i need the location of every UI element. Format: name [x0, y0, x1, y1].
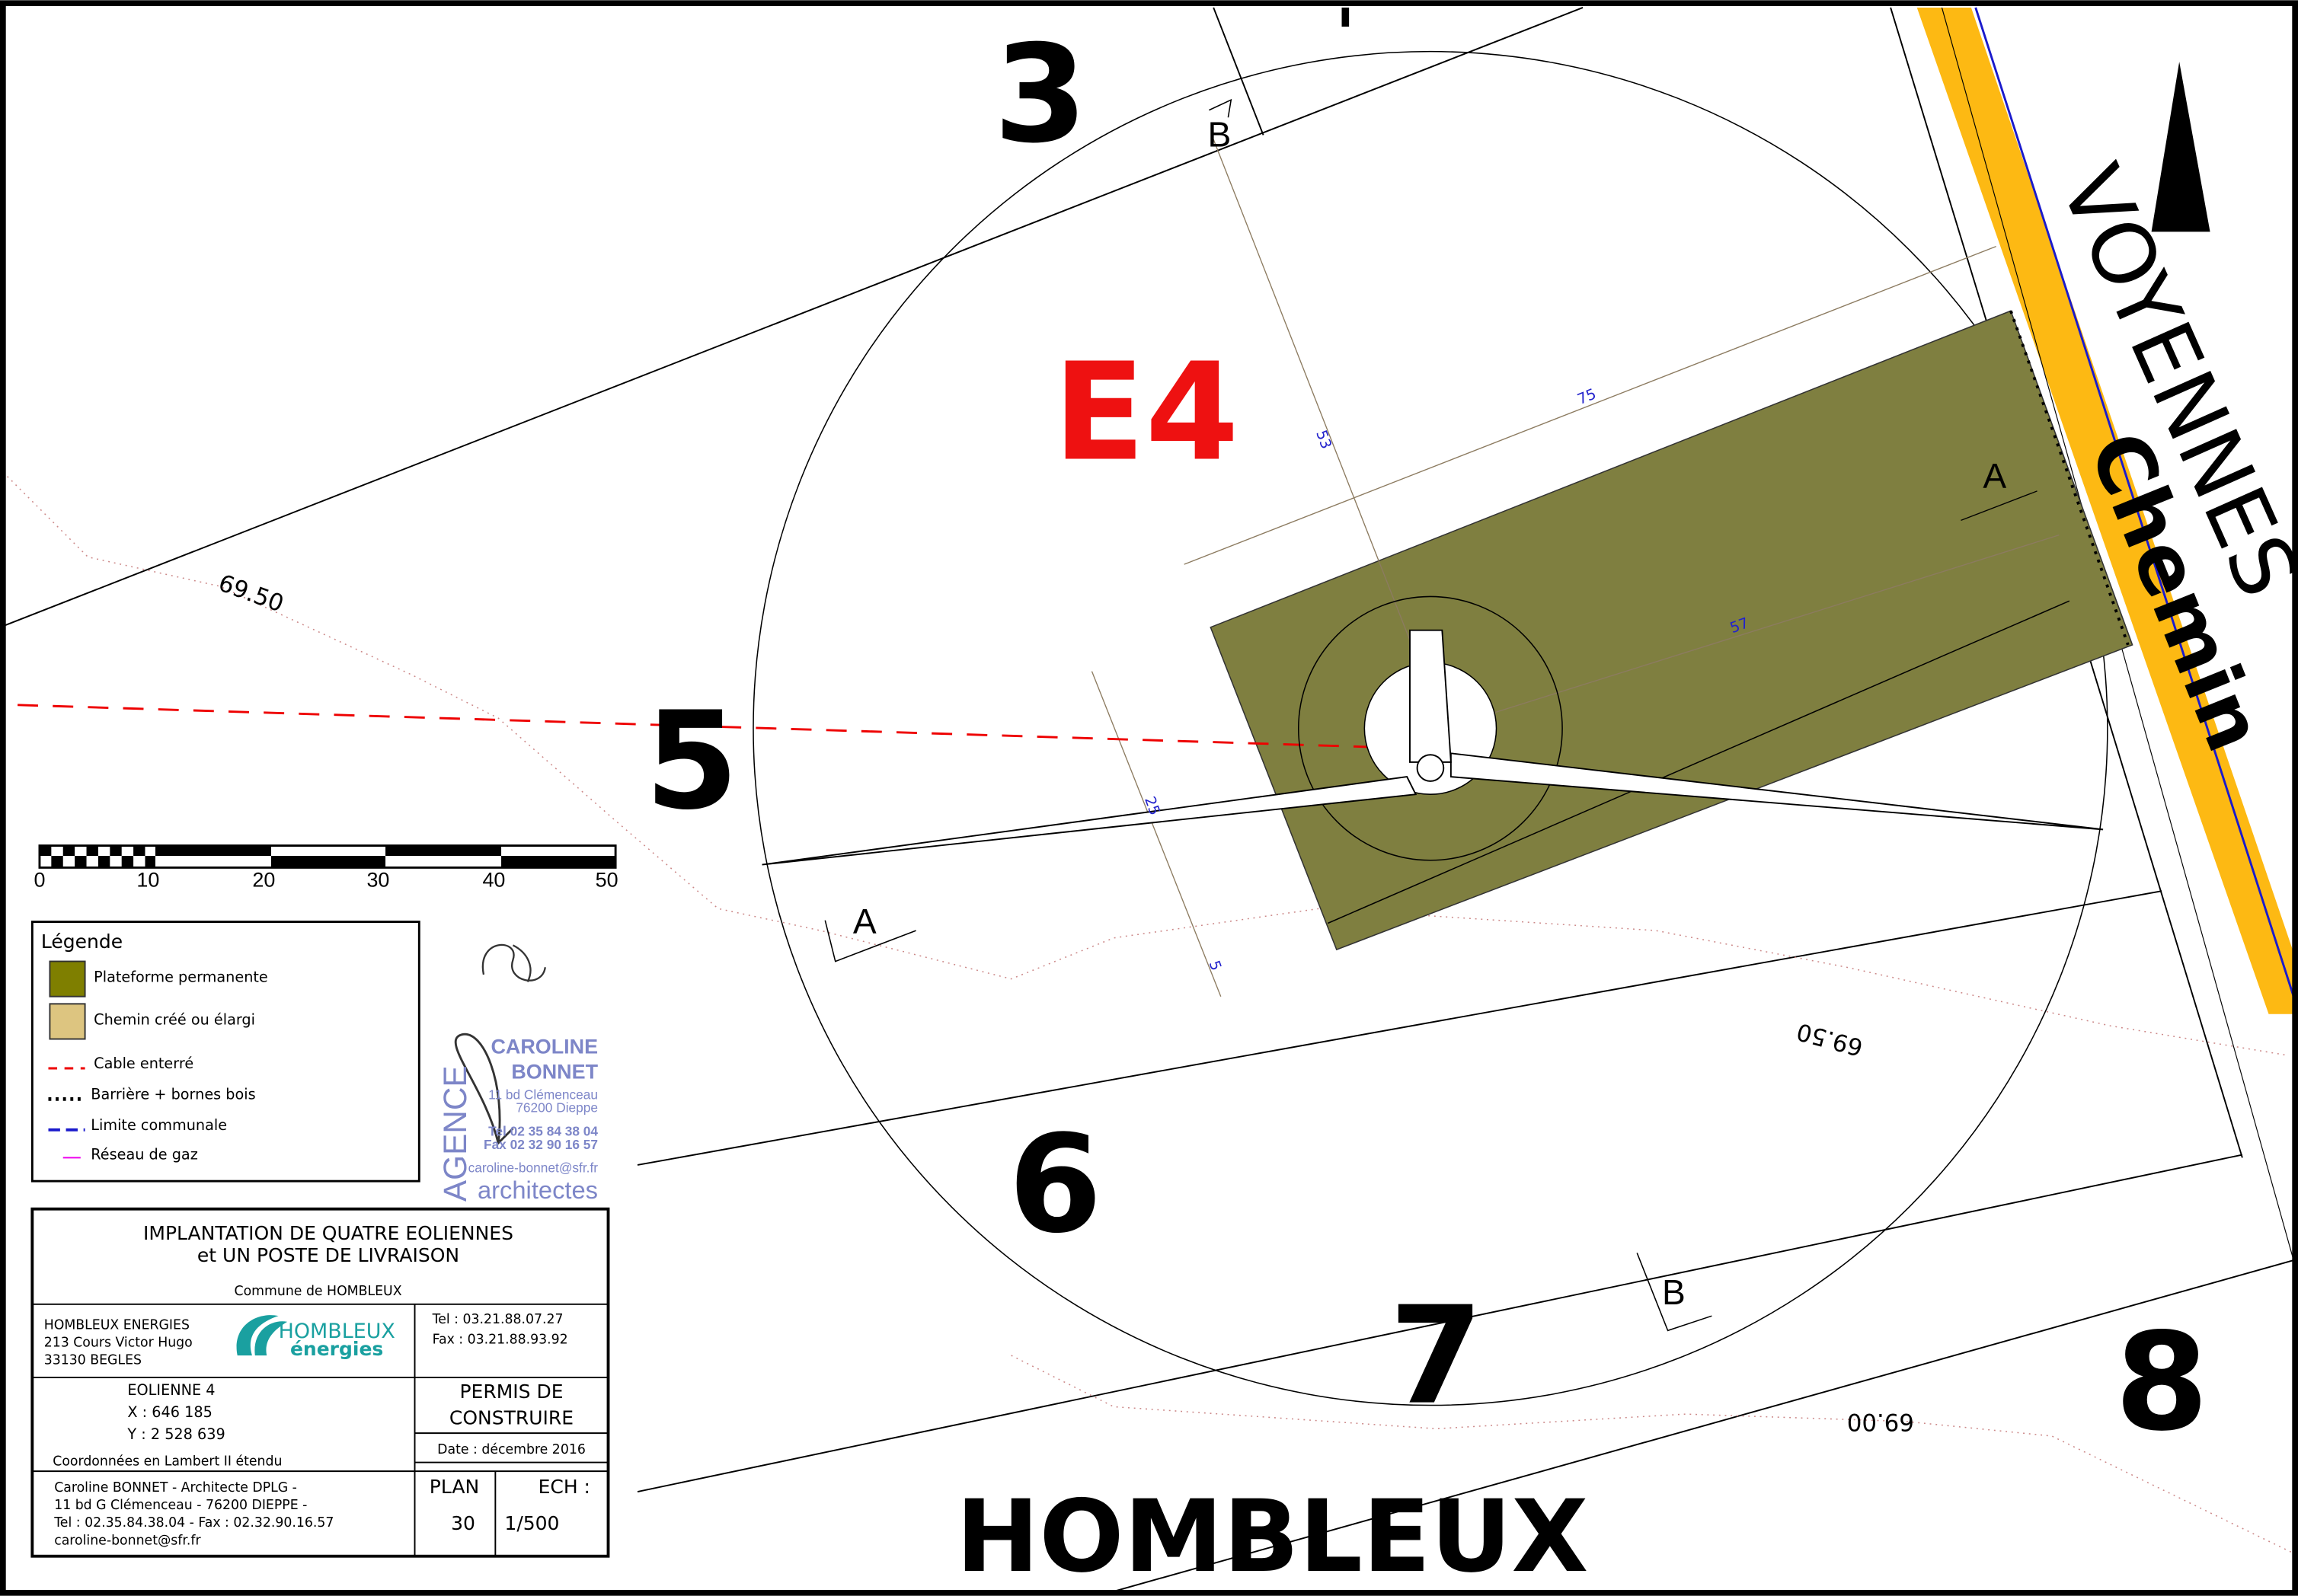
architect-line: Tel : 02.35.84.38.04 - Fax : 02.32.90.16… [53, 1515, 334, 1531]
client: HOMBLEUX ENERGIES [44, 1317, 190, 1333]
scale-label: 20 [252, 868, 275, 891]
coords-note: Coordonnées en Lambert II étendu [53, 1454, 282, 1469]
agency-fax: Fax 02 32 90 16 57 [484, 1137, 598, 1152]
architect-line: caroline-bonnet@sfr.fr [54, 1533, 201, 1548]
parcel-number: 5 [645, 683, 739, 840]
agency-profession: architectes [478, 1176, 598, 1204]
scale-label: 40 [482, 868, 505, 891]
client: 33130 BEGLES [44, 1353, 142, 1368]
turbine-x: X : 646 185 [127, 1403, 212, 1421]
architect-line: Caroline BONNET - Architecte DPLG - [54, 1480, 297, 1495]
turbine-y: Y : 2 528 639 [126, 1425, 225, 1443]
legend-item: Cable enterré [94, 1055, 193, 1072]
agency-address: 76200 Dieppe [516, 1100, 598, 1116]
plan-label: PLAN [430, 1476, 479, 1498]
turbine-name: EOLIENNE 4 [127, 1381, 215, 1399]
client: 213 Cours Victor Hugo [44, 1336, 193, 1351]
contour-label: 69.00 [1847, 1408, 1914, 1435]
legend-item: Réseau de gaz [91, 1145, 198, 1163]
project-title: IMPLANTATION DE QUATRE EOLIENNES [143, 1222, 513, 1244]
scale-label: 50 [596, 868, 618, 891]
agency-name: CAROLINE [491, 1036, 598, 1058]
agency-email: caroline-bonnet@sfr.fr [468, 1160, 599, 1176]
commune-line: Commune de HOMBLEUX [235, 1284, 402, 1299]
section-label: B [1207, 115, 1231, 155]
legend-title: Légende [41, 930, 123, 953]
legend-box [32, 922, 419, 1182]
permit: CONSTRUIRE [449, 1407, 574, 1429]
scale-value: 1/500 [504, 1512, 559, 1534]
legend-item: Limite communale [91, 1116, 227, 1134]
parcel-number: 3 [994, 16, 1088, 173]
section-label: A [853, 902, 877, 941]
site-plan: 3 5 6 7 8 E4 HOMBLEUX VOYENNES Chemin 69… [0, 0, 2298, 1596]
commune-label: HOMBLEUX [956, 1479, 1588, 1594]
plan-number: 30 [451, 1512, 475, 1534]
legend-item: Chemin créé ou élargi [94, 1010, 255, 1028]
architect-line: 11 bd G Clémenceau - 76200 DIEPPE - [54, 1498, 307, 1513]
legend-item: Plateforme permanente [94, 968, 268, 985]
logo-text: énergies [290, 1338, 383, 1360]
parcel-number: 8 [2114, 1304, 2208, 1460]
section-label: B [1662, 1272, 1686, 1312]
legend-swatch [50, 1004, 85, 1039]
client-fax: Fax : 03.21.88.93.92 [433, 1333, 568, 1348]
section-label: A [1983, 456, 2006, 496]
project-title: et UN POSTE DE LIVRAISON [197, 1244, 459, 1266]
legend-item: Barrière + bornes bois [91, 1085, 255, 1103]
hub [1417, 755, 1444, 781]
client-phone: Tel : 03.21.88.07.27 [432, 1312, 564, 1327]
scale-bar [40, 846, 615, 868]
date: Date : décembre 2016 [437, 1442, 586, 1457]
scale-label: 0 [34, 868, 45, 891]
agency-name: BONNET [511, 1060, 598, 1083]
scale-label: 10 [136, 868, 159, 891]
legend-swatch [50, 962, 85, 997]
parcel-number: 6 [1008, 1106, 1102, 1263]
scale-label: 30 [366, 868, 389, 891]
scale-label: ECH : [539, 1476, 590, 1498]
agency-vertical: AGENCE [437, 1065, 473, 1202]
permit: PERMIS DE [459, 1381, 563, 1403]
parcel-number: 7 [1389, 1278, 1483, 1435]
turbine-label: E4 [1053, 334, 1239, 491]
